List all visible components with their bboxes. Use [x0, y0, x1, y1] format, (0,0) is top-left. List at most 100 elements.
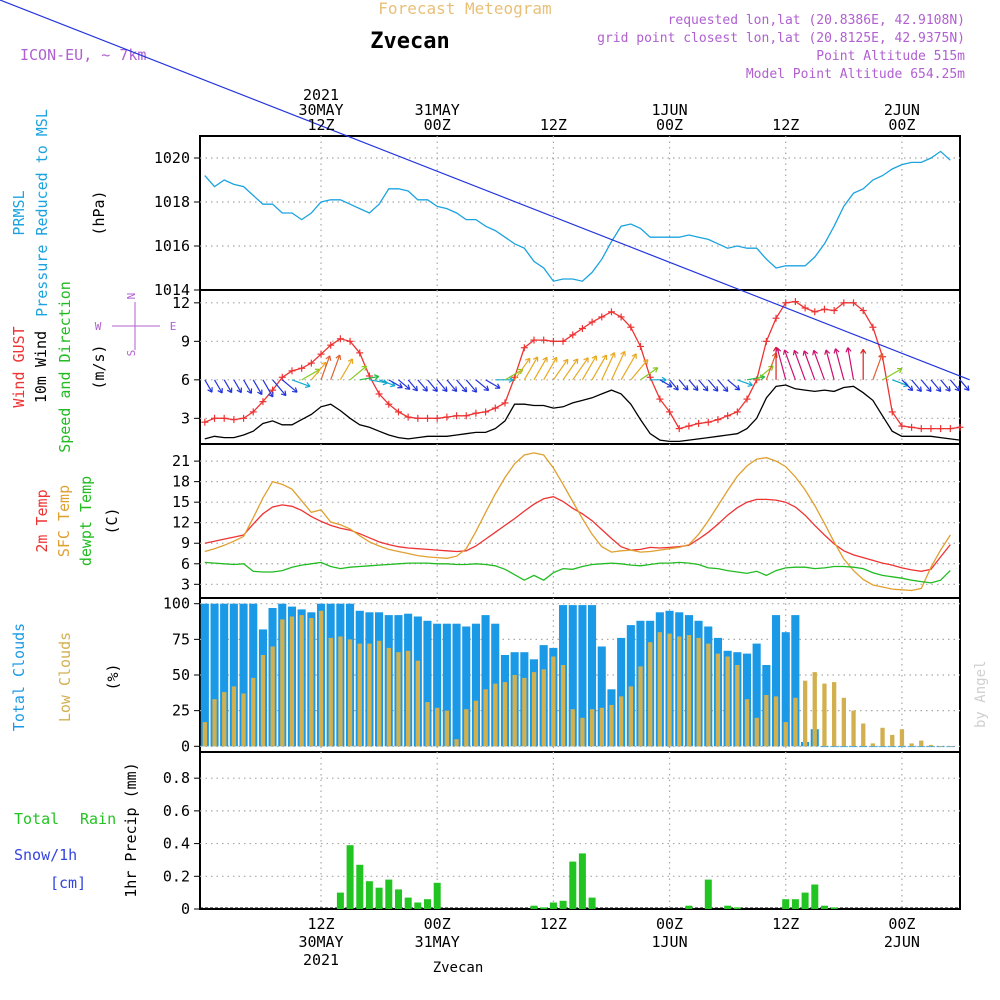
wind-arrow-head: [404, 387, 410, 390]
wind-arrow-head: [845, 347, 849, 353]
point-altitude: Point Altitude 515m: [816, 49, 965, 64]
wind-arrow-head: [305, 385, 311, 388]
wind-arrow: [737, 379, 753, 387]
wind-arrow-head: [747, 384, 753, 387]
time-label-top: 31MAY: [415, 101, 460, 119]
wind-arrow-head: [207, 389, 213, 393]
rain-bar: [433, 882, 441, 909]
dewpt-line: [204, 561, 951, 584]
rain-bar: [559, 900, 567, 909]
clouds-labels: Total Clouds Low Clouds (%): [10, 623, 122, 731]
wind-arrow: [920, 379, 932, 393]
low-cloud-bar: [435, 707, 440, 747]
wind-arrow-head: [802, 350, 805, 356]
pressure-labels: PRMSL Pressure Reduced to MSL (hPa): [10, 109, 108, 317]
axis-labels: 202130MAY12Z12Z30MAY202131MAY00Z00Z31MAY…: [154, 86, 920, 969]
low-cloud-bar: [347, 639, 353, 747]
wind-arrow-shaft: [252, 379, 263, 395]
gridpoint-coords: grid point closest lon,lat (20.8125E, 42…: [597, 31, 965, 46]
temp-panel: [199, 443, 961, 599]
total-cloud-bar: [433, 623, 442, 747]
wind-arrow-shaft: [825, 349, 835, 380]
low-cloud-bar: [454, 739, 459, 747]
low-cloud-bar: [377, 640, 382, 747]
low-cloud-bar: [861, 723, 866, 747]
y-tick-label: 0.4: [163, 835, 190, 853]
low-cloud-bar: [686, 635, 692, 747]
wind-arrow-head: [465, 386, 468, 392]
wind-arrow: [514, 357, 531, 381]
low-cloud-bar: [803, 680, 808, 747]
wind-arrow-head: [929, 386, 932, 392]
low-cloud-bar: [590, 709, 595, 747]
wind-arrow-shaft: [572, 357, 589, 381]
wind-arrow-head: [824, 349, 827, 355]
rain-bar: [801, 892, 809, 909]
low-cloud-bar: [251, 677, 256, 747]
wind-arrow-shaft: [301, 368, 321, 381]
pressure-panel: [199, 135, 961, 291]
y-tick-label: 21: [172, 452, 190, 470]
prmsl-label: PRMSL: [10, 190, 28, 235]
wind-arrow-head: [552, 356, 557, 361]
wind-arrow: [291, 379, 311, 388]
wind-arrow-head: [226, 389, 232, 394]
wind-arrow-shaft: [310, 361, 327, 381]
time-label-bottom: 00Z: [888, 915, 915, 933]
low-cloud-bar: [677, 636, 682, 747]
wind-arrow-shaft: [369, 379, 388, 384]
wind-labels: Wind GUST 10m Wind Speed and Direction (…: [10, 281, 176, 453]
wind-arrow-head: [347, 358, 353, 362]
wind-arrow-head: [435, 386, 438, 392]
y-tick-label: 9: [181, 534, 190, 552]
wind-arrow: [659, 379, 673, 388]
time-label-bottom: 00Z: [656, 915, 683, 933]
low-cloud-bar: [231, 686, 237, 747]
wind-arrow: [388, 379, 403, 389]
wind-arrow-head: [812, 350, 815, 356]
y-tick-label: 6: [181, 371, 190, 389]
wind-arrow-shaft: [485, 379, 501, 389]
total-cloud-bar: [772, 615, 781, 747]
wind-arrow-head: [676, 385, 679, 391]
wind-arrow: [223, 379, 233, 394]
y-tick-label: 18: [172, 473, 190, 491]
wind-arrow-shaft: [456, 379, 468, 393]
low-cloud-bar: [483, 689, 488, 747]
y-tick-label: 0: [181, 900, 190, 918]
time-label-bottom: 2021: [303, 951, 339, 969]
wind-arrow-shaft: [601, 352, 616, 381]
low-cloud-bar: [928, 744, 934, 747]
wind-arrow: [833, 348, 845, 380]
wind-arrow-head: [583, 357, 589, 361]
wind-arrow-shaft: [678, 379, 689, 391]
wind-arrow-shaft: [901, 379, 914, 392]
wind-arrow-head: [668, 382, 673, 388]
location-title: Zvecan: [370, 29, 449, 54]
wind-arrow-shaft: [669, 379, 679, 391]
low-cloud-bar: [570, 709, 575, 747]
rain-bar: [588, 897, 596, 909]
total-cloud-bar: [888, 746, 897, 748]
sfc-label: SFC Temp: [55, 485, 73, 557]
total-cloud-bar: [849, 746, 858, 748]
low-cloud-bar: [415, 660, 420, 747]
wind-arrow-shaft: [872, 353, 883, 381]
time-label-top: 00Z: [424, 116, 451, 134]
snow-unit: [cm]: [50, 874, 86, 892]
wind-arrow-head: [422, 388, 428, 392]
total-cloud-bar: [878, 746, 887, 748]
total-cloud-bar: [229, 603, 238, 747]
low-cloud-bar: [396, 652, 401, 747]
wind-arrow-head: [508, 379, 514, 383]
time-label-bottom: 12Z: [307, 915, 334, 933]
wind-arrow: [669, 379, 679, 391]
wind-arrow-shaft: [339, 358, 354, 381]
wind-arrow-head: [217, 390, 223, 394]
wind-arrow-head: [442, 389, 448, 393]
wind-arrow-head: [726, 386, 729, 392]
wind-arrow: [543, 356, 558, 381]
wind-arrow-head: [692, 388, 699, 392]
low-cloud-bar: [541, 669, 546, 747]
